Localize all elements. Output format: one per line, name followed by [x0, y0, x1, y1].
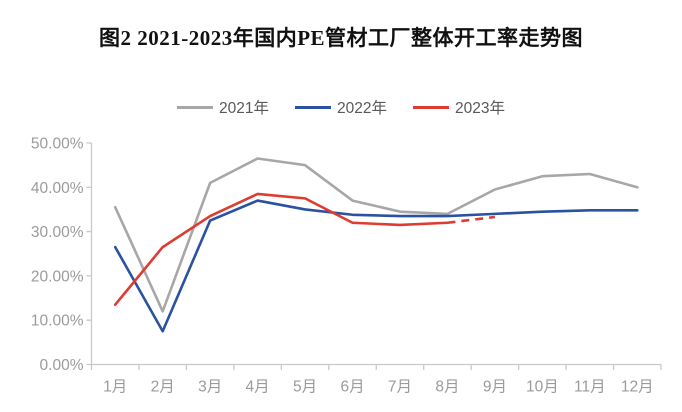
- y-tick-label: 40.00%: [31, 180, 84, 197]
- series-line-2021年: [113, 157, 639, 313]
- legend-line-swatch-2022: [295, 105, 331, 109]
- x-tick-label: 1月: [103, 379, 127, 396]
- chart-title: 图2 2021-2023年国内PE管材工厂整体开工率走势图: [98, 26, 584, 50]
- legend-item-2021: 2021年: [177, 96, 269, 118]
- y-tick-label: 30.00%: [31, 224, 84, 241]
- legend-line-swatch-2023: [412, 105, 449, 109]
- series-line-2022年: [113, 199, 639, 333]
- x-tick-label: 11月: [574, 379, 606, 396]
- x-tick-label: 9月: [483, 379, 507, 396]
- y-tick-label: 50.00%: [31, 136, 84, 153]
- y-tick-label: 0.00%: [40, 357, 84, 374]
- series-line-2023年: [113, 192, 449, 306]
- x-tick-label: 5月: [293, 379, 317, 396]
- x-tick-label: 7月: [388, 379, 412, 396]
- legend-item-2023: 2023年: [412, 96, 505, 118]
- chart-legend: 2021年 2022年 2023年: [0, 96, 682, 118]
- legend-label-2021: 2021年: [219, 100, 269, 117]
- x-tick-label: 12月: [621, 379, 654, 396]
- x-tick-label: 8月: [435, 379, 459, 396]
- x-tick-label: 4月: [246, 379, 270, 396]
- legend-label-2022: 2022年: [337, 100, 387, 117]
- x-tick-label: 2月: [151, 379, 175, 396]
- legend-item-2022: 2022年: [295, 96, 387, 118]
- y-tick-label: 10.00%: [31, 313, 84, 330]
- y-tick-label: 20.00%: [31, 268, 84, 285]
- x-tick-label: 10月: [526, 379, 559, 396]
- x-tick-label: 3月: [198, 379, 222, 396]
- series-line-dashed-2023年: [447, 215, 496, 225]
- legend-label-2023: 2023年: [454, 100, 505, 117]
- legend-line-swatch-2021: [177, 105, 214, 109]
- x-tick-label: 6月: [340, 379, 364, 396]
